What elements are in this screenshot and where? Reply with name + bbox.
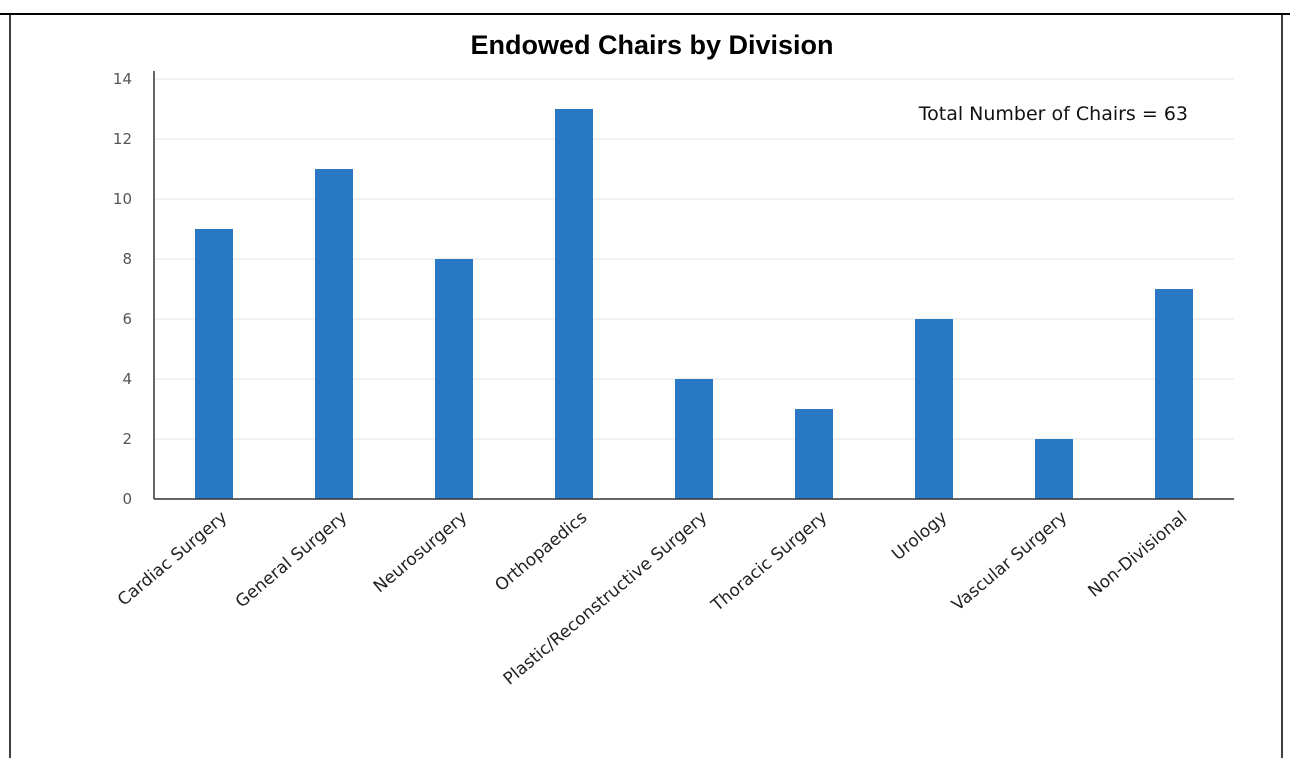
y-tick-label: 8 (122, 250, 132, 268)
x-tick-label: Non-Divisional (1084, 508, 1191, 602)
x-tick-labels: Cardiac Surgery General Surgery Neurosurge… (114, 507, 1191, 689)
x-tick-label: Cardiac Surgery (114, 508, 231, 611)
y-tick-labels: 0 2 4 6 8 10 12 14 (113, 70, 132, 508)
x-tick-label: Urology (888, 508, 951, 565)
total-chairs-annotation: Total Number of Chairs = 63 (918, 103, 1188, 125)
bar (675, 379, 713, 499)
x-tick-label: Plastic/Reconstructive Surgery (500, 508, 711, 690)
y-tick-label: 4 (122, 370, 132, 388)
bar (435, 259, 473, 499)
bar (195, 229, 233, 499)
bar (1155, 289, 1193, 499)
bar (915, 319, 953, 499)
bars (195, 109, 1193, 499)
bar (315, 169, 353, 499)
x-tick-label: Thoracic Surgery (707, 508, 831, 617)
x-tick-label: General Surgery (232, 508, 351, 613)
y-tick-label: 14 (113, 70, 132, 88)
bar (795, 409, 833, 499)
y-tick-label: 2 (122, 430, 132, 448)
x-tick-label: Vascular Surgery (948, 508, 1071, 616)
y-tick-label: 6 (122, 310, 132, 328)
chart-title: Endowed Chairs by Division (470, 30, 833, 60)
y-tick-label: 10 (113, 190, 132, 208)
y-tick-label: 12 (113, 130, 132, 148)
y-tick-label: 0 (122, 490, 132, 508)
x-tick-label: Neurosurgery (370, 508, 471, 598)
bar (1035, 439, 1073, 499)
bar (555, 109, 593, 499)
x-tick-label: Orthopaedics (491, 507, 591, 595)
